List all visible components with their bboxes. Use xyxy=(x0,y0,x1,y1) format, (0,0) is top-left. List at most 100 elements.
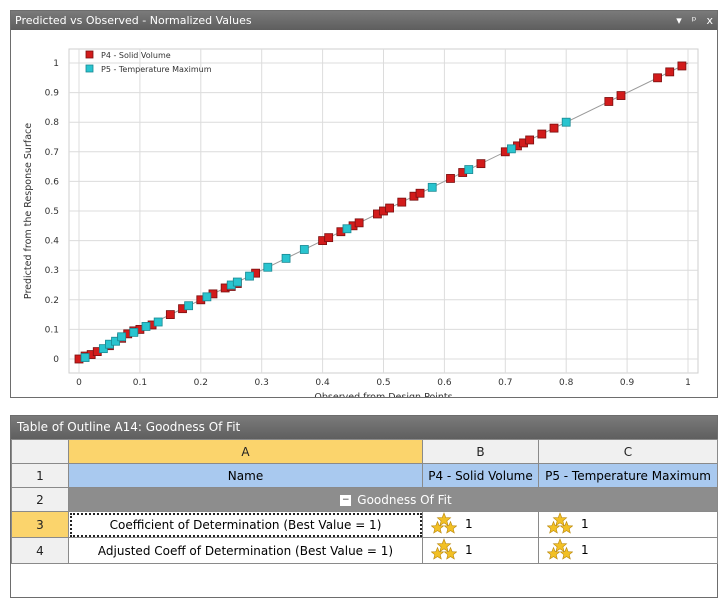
panel-menu-dropdown-icon[interactable]: ▾ xyxy=(676,14,682,27)
y-axis-label: Predicted from the Response Surface xyxy=(23,123,34,299)
x-tick-label: 0.8 xyxy=(559,378,574,388)
adj-r2-temperature-max-cell[interactable]: 1 xyxy=(538,537,718,564)
adj-r2-solid-volume-value: 1 xyxy=(465,543,473,557)
r2-solid-volume-value: 1 xyxy=(465,517,473,531)
y-tick-label: 0 xyxy=(53,355,59,365)
temperature-max-point xyxy=(129,327,139,337)
y-tick-label: 0.3 xyxy=(45,266,59,276)
legend-marker xyxy=(85,50,94,59)
solid-volume-point xyxy=(476,159,486,169)
goodness-of-fit-table: A B C 1 Name P4 - Solid Volume P5 - Temp… xyxy=(11,439,718,564)
solid-volume-point xyxy=(665,67,675,77)
row-header-1[interactable]: 1 xyxy=(11,463,69,488)
chart-panel: Predicted vs Observed - Normalized Value… xyxy=(10,10,718,398)
header-name-cell[interactable]: Name xyxy=(68,463,423,488)
x-tick-label: 0.6 xyxy=(437,378,452,388)
scatter-chart[interactable]: 0 0.1 0.2 0.3 0.4 0.5 0.6 0.7 0.8 0.9 1 0 0.1 0.2 0.3 0… xyxy=(11,30,717,397)
column-header-a[interactable]: A xyxy=(68,439,423,464)
coefficient-of-determination-cell[interactable]: Coefficient of Determination (Best Value… xyxy=(68,511,423,538)
legend-marker xyxy=(85,64,94,73)
temperature-max-point xyxy=(561,117,571,127)
solid-volume-point xyxy=(604,97,614,106)
temperature-max-point xyxy=(153,317,163,327)
temperature-max-point xyxy=(184,301,194,311)
row-header-4[interactable]: 4 xyxy=(11,537,69,564)
x-tick-label: 0.2 xyxy=(194,378,208,388)
r2-temperature-max-cell[interactable]: 1 xyxy=(538,511,718,538)
three-stars-icon xyxy=(430,538,458,563)
solid-volume-point xyxy=(397,197,407,207)
collapse-toggle-icon[interactable]: − xyxy=(340,494,352,506)
x-tick-label: 0 xyxy=(76,378,82,388)
legend-label: P4 - Solid Volume xyxy=(101,51,171,60)
table-panel-title: Table of Outline A14: Goodness Of Fit xyxy=(11,416,717,439)
y-tick-label: 0.1 xyxy=(45,325,59,335)
chart-panel-title: Predicted vs Observed - Normalized Value… xyxy=(15,14,252,27)
corner-cell[interactable] xyxy=(11,439,69,464)
adj-r2-solid-volume-cell[interactable]: 1 xyxy=(422,537,539,564)
row-header-2[interactable]: 2 xyxy=(11,487,69,512)
column-header-c[interactable]: C xyxy=(538,439,718,464)
y-tick-label: 0.8 xyxy=(45,118,60,128)
solid-volume-point xyxy=(354,218,364,228)
solid-volume-point xyxy=(446,174,455,183)
solid-volume-point xyxy=(415,188,425,198)
temperature-max-point xyxy=(299,245,309,254)
temperature-max-point xyxy=(281,253,291,263)
y-tick-label: 0.5 xyxy=(45,207,59,217)
x-axis-label: Observed from Design Points xyxy=(314,392,452,397)
adj-r2-temperature-max-value: 1 xyxy=(581,543,589,557)
x-tick-label: 0.1 xyxy=(133,378,147,388)
three-stars-icon xyxy=(546,538,574,563)
solid-volume-point xyxy=(537,129,547,139)
group-goodness-of-fit[interactable]: − Goodness Of Fit xyxy=(68,487,718,512)
legend-label: P5 - Temperature Maximum xyxy=(101,65,212,74)
solid-volume-point xyxy=(549,123,559,133)
solid-volume-point xyxy=(165,310,175,320)
solid-volume-point xyxy=(653,73,662,83)
group-label: Goodness Of Fit xyxy=(357,492,452,507)
chart-panel-titlebar: Predicted vs Observed - Normalized Value… xyxy=(11,11,717,30)
solid-volume-point xyxy=(525,135,535,145)
column-header-b[interactable]: B xyxy=(422,439,539,464)
close-icon[interactable]: x xyxy=(706,14,713,27)
three-stars-icon xyxy=(546,512,574,537)
x-tick-label: 0.9 xyxy=(620,378,635,388)
header-temperature-max-cell[interactable]: P5 - Temperature Maximum xyxy=(538,463,718,488)
temperature-max-point xyxy=(427,182,437,192)
y-tick-label: 0.6 xyxy=(45,177,60,187)
y-tick-label: 0.7 xyxy=(45,148,59,158)
temperature-max-point xyxy=(111,336,120,346)
x-tick-label: 0.3 xyxy=(255,378,269,388)
temperature-max-point xyxy=(464,165,474,174)
solid-volume-point xyxy=(324,233,334,243)
temperature-max-point xyxy=(80,353,90,362)
temperature-max-point xyxy=(506,144,516,154)
three-stars-icon xyxy=(430,512,458,537)
temperature-max-point xyxy=(232,277,242,287)
y-tick-label: 0.9 xyxy=(45,89,60,99)
r2-solid-volume-cell[interactable]: 1 xyxy=(422,511,539,538)
row-header-3[interactable]: 3 xyxy=(11,511,69,538)
x-tick-label: 0.7 xyxy=(498,378,512,388)
header-solid-volume-cell[interactable]: P4 - Solid Volume xyxy=(422,463,539,488)
temperature-max-point xyxy=(342,224,352,234)
r2-temperature-max-value: 1 xyxy=(581,517,589,531)
table-panel: Table of Outline A14: Goodness Of Fit A … xyxy=(10,415,718,598)
adjusted-coeff-of-determination-cell[interactable]: Adjusted Coeff of Determination (Best Va… xyxy=(68,537,423,564)
temperature-max-point xyxy=(141,322,151,331)
temperature-max-point xyxy=(263,262,273,272)
temperature-max-point xyxy=(117,332,127,342)
y-tick-label: 1 xyxy=(53,59,59,69)
solid-volume-point xyxy=(677,61,687,71)
y-tick-label: 0.2 xyxy=(45,296,59,306)
x-tick-label: 1 xyxy=(685,378,691,388)
temperature-max-point xyxy=(98,344,108,354)
solid-volume-point xyxy=(616,91,626,100)
temperature-max-point xyxy=(202,292,212,302)
solid-volume-point xyxy=(385,203,394,213)
temperature-max-point xyxy=(245,271,254,281)
x-tick-label: 0.5 xyxy=(376,378,390,388)
y-tick-label: 0.4 xyxy=(45,237,60,247)
pin-icon[interactable]: ᵖ xyxy=(691,14,697,27)
